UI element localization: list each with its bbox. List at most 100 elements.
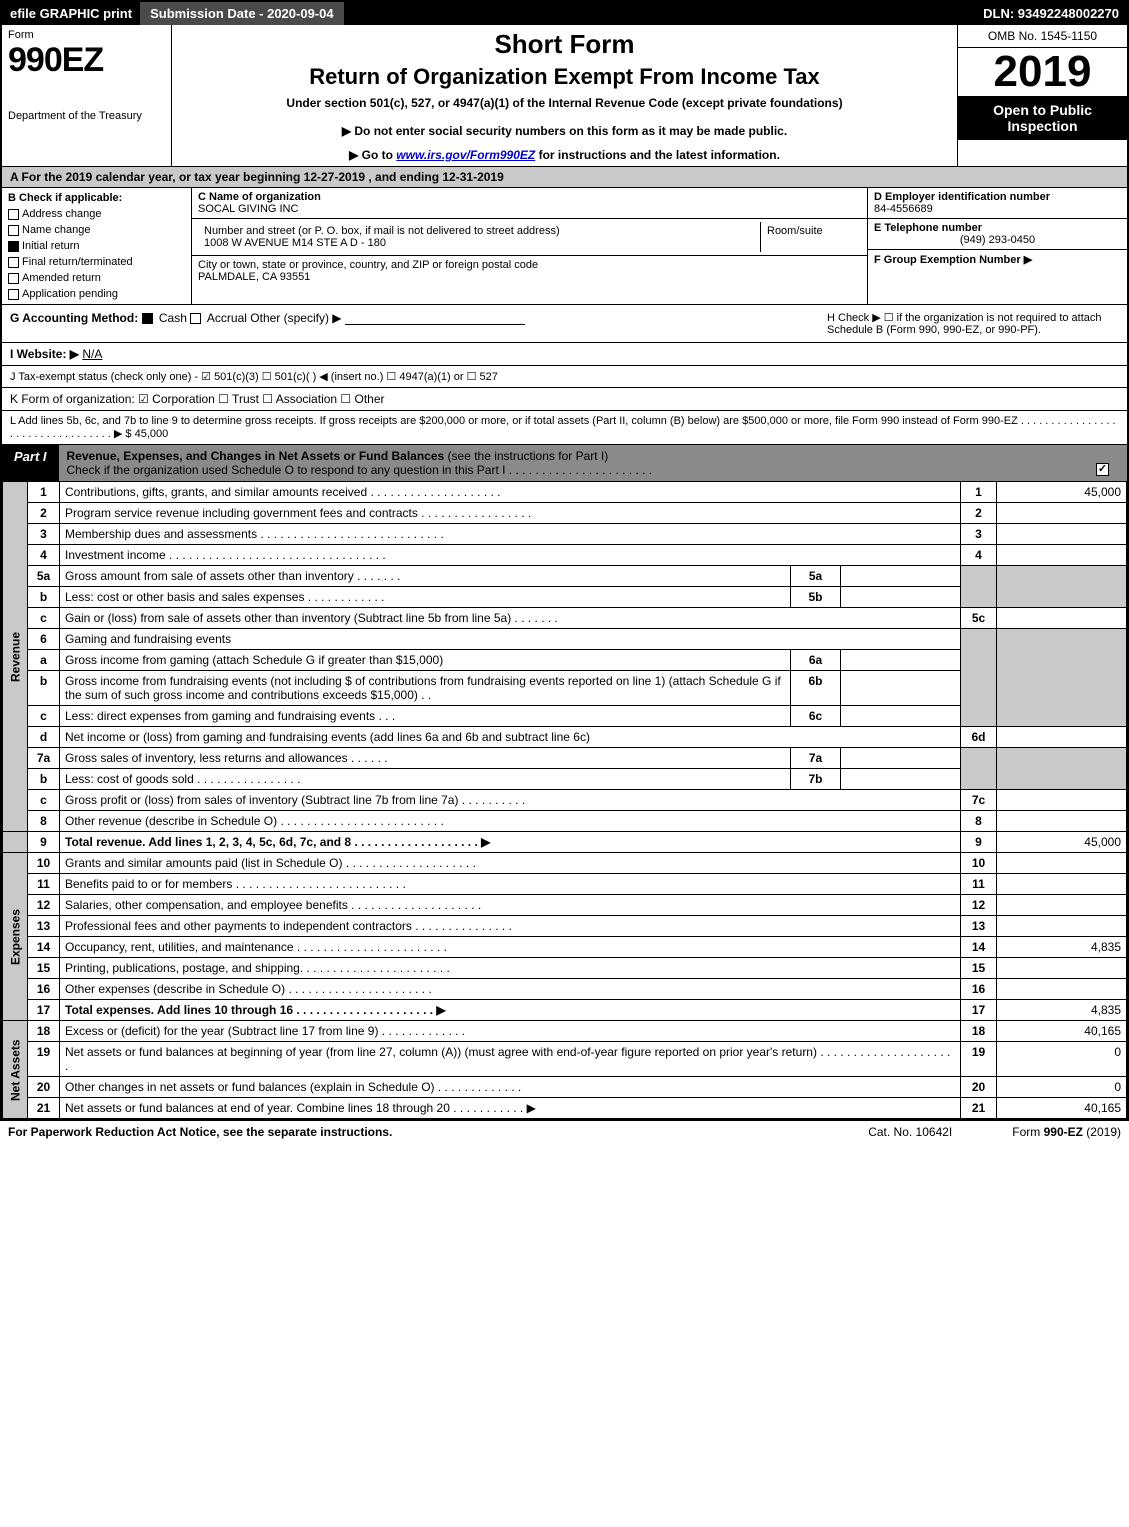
- line-k-org: K Form of organization: ☑ Corporation ☐ …: [2, 388, 1127, 411]
- tel-label: E Telephone number: [874, 222, 1121, 234]
- form-990ez-page: efile GRAPHIC print Submission Date - 20…: [0, 0, 1129, 1121]
- goto-post: for instructions and the latest informat…: [535, 148, 780, 162]
- header-center: Short Form Return of Organization Exempt…: [172, 25, 957, 166]
- header-left: Form 990EZ Department of the Treasury: [2, 25, 172, 166]
- tax-year: 2019: [958, 48, 1127, 96]
- amt-15: [997, 958, 1127, 979]
- other-blank[interactable]: [345, 311, 525, 325]
- open-inspection: Open to Public Inspection: [958, 96, 1127, 140]
- amt-6d: [997, 727, 1127, 748]
- amt-18: 40,165: [997, 1021, 1127, 1042]
- col-b: B Check if applicable: Address change Na…: [2, 188, 192, 304]
- dept-label: Department of the Treasury: [8, 110, 165, 122]
- sub-6c: [841, 706, 961, 727]
- amt-20: 0: [997, 1077, 1127, 1098]
- address-cell: Number and street (or P. O. box, if mail…: [198, 222, 761, 252]
- row-g-h: G Accounting Method: Cash Accrual Other …: [2, 305, 1127, 343]
- goto-pre: ▶ Go to: [349, 148, 396, 162]
- schedule-o-check[interactable]: ✓: [1096, 463, 1109, 476]
- line-l-gross: L Add lines 5b, 6c, and 7b to line 9 to …: [2, 411, 1127, 445]
- amt-11: [997, 874, 1127, 895]
- submission-date: Submission Date - 2020-09-04: [140, 2, 344, 25]
- address-value: 1008 W AVENUE M14 STE A D - 180: [204, 237, 754, 249]
- footer-left: For Paperwork Reduction Act Notice, see …: [8, 1125, 392, 1139]
- ein-label: D Employer identification number: [874, 191, 1121, 203]
- part1-title: Revenue, Expenses, and Changes in Net As…: [59, 445, 1127, 481]
- omb-number: OMB No. 1545-1150: [958, 25, 1127, 48]
- return-title: Return of Organization Exempt From Incom…: [180, 64, 949, 90]
- tel-cell: E Telephone number (949) 293-0450: [868, 219, 1127, 250]
- amt-7c: [997, 790, 1127, 811]
- website-value: N/A: [82, 347, 102, 361]
- room-cell: Room/suite: [761, 222, 861, 252]
- sub-5b: [841, 587, 961, 608]
- sub-7a: [841, 748, 961, 769]
- chk-amended[interactable]: Amended return: [8, 272, 185, 284]
- chk-name-change[interactable]: Name change: [8, 224, 185, 236]
- row-a-tax-year: A For the 2019 calendar year, or tax yea…: [2, 167, 1127, 188]
- ssn-warning: ▶ Do not enter social security numbers o…: [180, 124, 949, 138]
- part1-num: Part I: [2, 445, 59, 481]
- goto-line: ▶ Go to www.irs.gov/Form990EZ for instru…: [180, 148, 949, 162]
- amt-21: 40,165: [997, 1098, 1127, 1119]
- line-j-exempt: J Tax-exempt status (check only one) - ☑…: [2, 366, 1127, 388]
- org-name-label: C Name of organization: [198, 191, 861, 203]
- col-d: D Employer identification number 84-4556…: [867, 188, 1127, 304]
- chk-cash[interactable]: [142, 313, 153, 324]
- irs-link[interactable]: www.irs.gov/Form990EZ: [396, 148, 535, 162]
- amt-19: 0: [997, 1042, 1127, 1077]
- address-row: Number and street (or P. O. box, if mail…: [192, 219, 867, 256]
- amt-14: 4,835: [997, 937, 1127, 958]
- amt-1: 45,000: [997, 482, 1127, 503]
- form-number: 990EZ: [8, 41, 165, 80]
- header-right: OMB No. 1545-1150 2019 Open to Public In…: [957, 25, 1127, 166]
- group-cell: F Group Exemption Number ▶: [868, 250, 1127, 269]
- sub-6a: [841, 650, 961, 671]
- chk-address-change[interactable]: Address change: [8, 208, 185, 220]
- form-label: Form: [8, 29, 165, 41]
- sub-7b: [841, 769, 961, 790]
- amt-10: [997, 853, 1127, 874]
- amt-2: [997, 503, 1127, 524]
- b-label: B Check if applicable:: [8, 192, 185, 204]
- chk-application[interactable]: Application pending: [8, 288, 185, 300]
- part1-table: Revenue 1 Contributions, gifts, grants, …: [2, 481, 1127, 1119]
- schedule-b-check: H Check ▶ ☐ if the organization is not r…: [819, 311, 1119, 336]
- amt-5c: [997, 608, 1127, 629]
- amt-8: [997, 811, 1127, 832]
- accounting-method: G Accounting Method: Cash Accrual Other …: [10, 311, 819, 336]
- city-label: City or town, state or province, country…: [198, 259, 861, 271]
- city-cell: City or town, state or province, country…: [192, 256, 867, 286]
- ein-cell: D Employer identification number 84-4556…: [868, 188, 1127, 219]
- sub-5a: [841, 566, 961, 587]
- short-form-title: Short Form: [180, 29, 949, 60]
- group-label: F Group Exemption Number ▶: [874, 253, 1121, 266]
- amt-3: [997, 524, 1127, 545]
- org-name: SOCAL GIVING INC: [198, 203, 861, 215]
- revenue-side: Revenue: [3, 482, 28, 832]
- city-value: PALMDALE, CA 93551: [198, 271, 861, 283]
- sub-6b: [841, 671, 961, 706]
- netassets-side: Net Assets: [3, 1021, 28, 1119]
- room-label: Room/suite: [767, 225, 855, 237]
- tel-value: (949) 293-0450: [874, 234, 1121, 246]
- part1-header: Part I Revenue, Expenses, and Changes in…: [2, 445, 1127, 481]
- footer: For Paperwork Reduction Act Notice, see …: [0, 1121, 1129, 1143]
- amt-12: [997, 895, 1127, 916]
- address-label: Number and street (or P. O. box, if mail…: [204, 225, 754, 237]
- under-section: Under section 501(c), 527, or 4947(a)(1)…: [180, 96, 949, 110]
- amt-16: [997, 979, 1127, 1000]
- chk-accrual[interactable]: [190, 313, 201, 324]
- amt-13: [997, 916, 1127, 937]
- dln-label: DLN: 93492248002270: [975, 2, 1127, 25]
- chk-initial-return[interactable]: Initial return: [8, 240, 185, 252]
- ein-value: 84-4556689: [874, 203, 1121, 215]
- footer-form: Form 990-EZ (2019): [1012, 1125, 1121, 1139]
- chk-final-return[interactable]: Final return/terminated: [8, 256, 185, 268]
- footer-cat: Cat. No. 10642I: [868, 1125, 952, 1139]
- expenses-side: Expenses: [3, 853, 28, 1021]
- top-bar: efile GRAPHIC print Submission Date - 20…: [2, 2, 1127, 25]
- amt-4: [997, 545, 1127, 566]
- efile-label[interactable]: efile GRAPHIC print: [2, 2, 140, 25]
- line-i-website: I Website: ▶ N/A: [2, 343, 1127, 366]
